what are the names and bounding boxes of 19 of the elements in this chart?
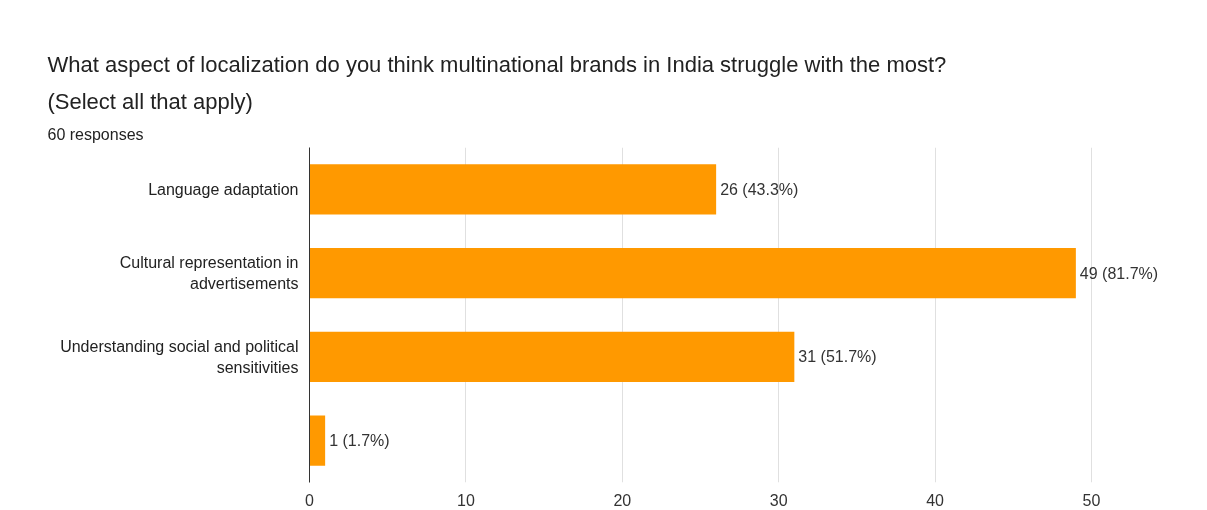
x-tick-label: 50 [1082, 491, 1101, 509]
data-label: 31 (51.7%) [798, 348, 877, 366]
bar [309, 415, 326, 466]
bar [309, 248, 1076, 299]
data-label: 1 (1.7%) [329, 432, 390, 450]
bar [309, 164, 717, 215]
y-tick-label: Language adaptation [148, 180, 299, 198]
data-label: 49 (81.7%) [1079, 264, 1159, 282]
text: 60 responses [47, 125, 144, 143]
x-tick-label: 40 [926, 491, 945, 509]
x-tick-label: 20 [613, 491, 632, 509]
x-tick-label: 30 [769, 491, 788, 509]
chart-title: What aspect of localization do you think multinational brands in India struggle with the most? (Select all that apply) [47, 52, 947, 114]
y-tick-label: Understanding social and political sensitivities [60, 338, 299, 376]
bar [309, 331, 795, 382]
x-tick-label: 0 [305, 491, 315, 509]
y-tick-label: Cultural representation in advertisements [119, 254, 299, 292]
x-tick-label: 10 [457, 491, 475, 509]
data-label: 26 (43.3%) [720, 180, 799, 198]
